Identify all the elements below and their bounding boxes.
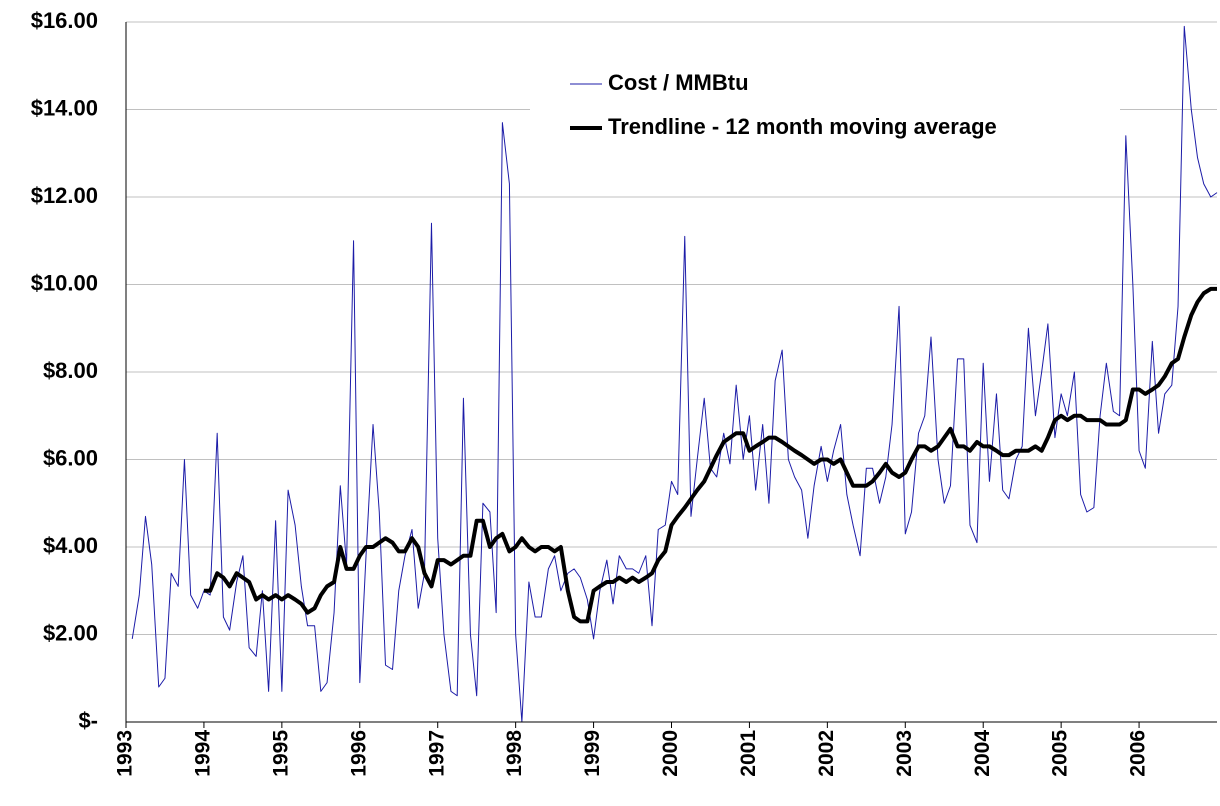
y-tick-label: $6.00	[43, 445, 98, 470]
x-tick-label: 1998	[503, 730, 526, 777]
x-tick-label: 1994	[191, 730, 214, 777]
legend-box	[530, 62, 1120, 166]
x-tick-label: 1997	[425, 730, 448, 777]
legend-label: Trendline - 12 month moving average	[608, 114, 997, 139]
y-tick-label: $8.00	[43, 358, 98, 383]
y-tick-label: $10.00	[31, 270, 98, 295]
x-tick-label: 2000	[659, 730, 682, 777]
grid	[126, 21, 1217, 635]
plot-lines	[131, 25, 1218, 723]
series-line	[203, 286, 1217, 624]
x-tick-label: 2003	[893, 730, 916, 777]
y-tick-label: $-	[78, 708, 98, 733]
legend-label: Cost / MMBtu	[608, 70, 749, 95]
y-tick-label: $2.00	[43, 620, 98, 645]
y-tick-label: $4.00	[43, 533, 98, 558]
y-tick-label: $16.00	[31, 8, 98, 33]
x-tick-label: 2005	[1049, 730, 1072, 777]
axes: $- $2.00 $4.00 $6.00 $8.00 $10.00 $12.00 $14.00…	[31, 8, 1217, 777]
y-tick-label: $14.00	[31, 95, 98, 120]
x-tick-label: 2002	[815, 730, 838, 777]
y-tick-label: $12.00	[31, 183, 98, 208]
legend: Cost / MMBtu Trendline - 12 month moving …	[530, 62, 1120, 166]
x-tick-label: 2004	[971, 730, 994, 777]
x-tick-label: 2001	[737, 730, 760, 777]
x-tick-label: 1996	[347, 730, 370, 777]
x-tick-label: 1993	[114, 730, 137, 777]
x-tick-label: 2006	[1127, 730, 1150, 777]
x-tick-label: 1995	[269, 730, 292, 777]
series-line	[131, 25, 1218, 723]
x-tick-label: 1999	[581, 730, 604, 777]
